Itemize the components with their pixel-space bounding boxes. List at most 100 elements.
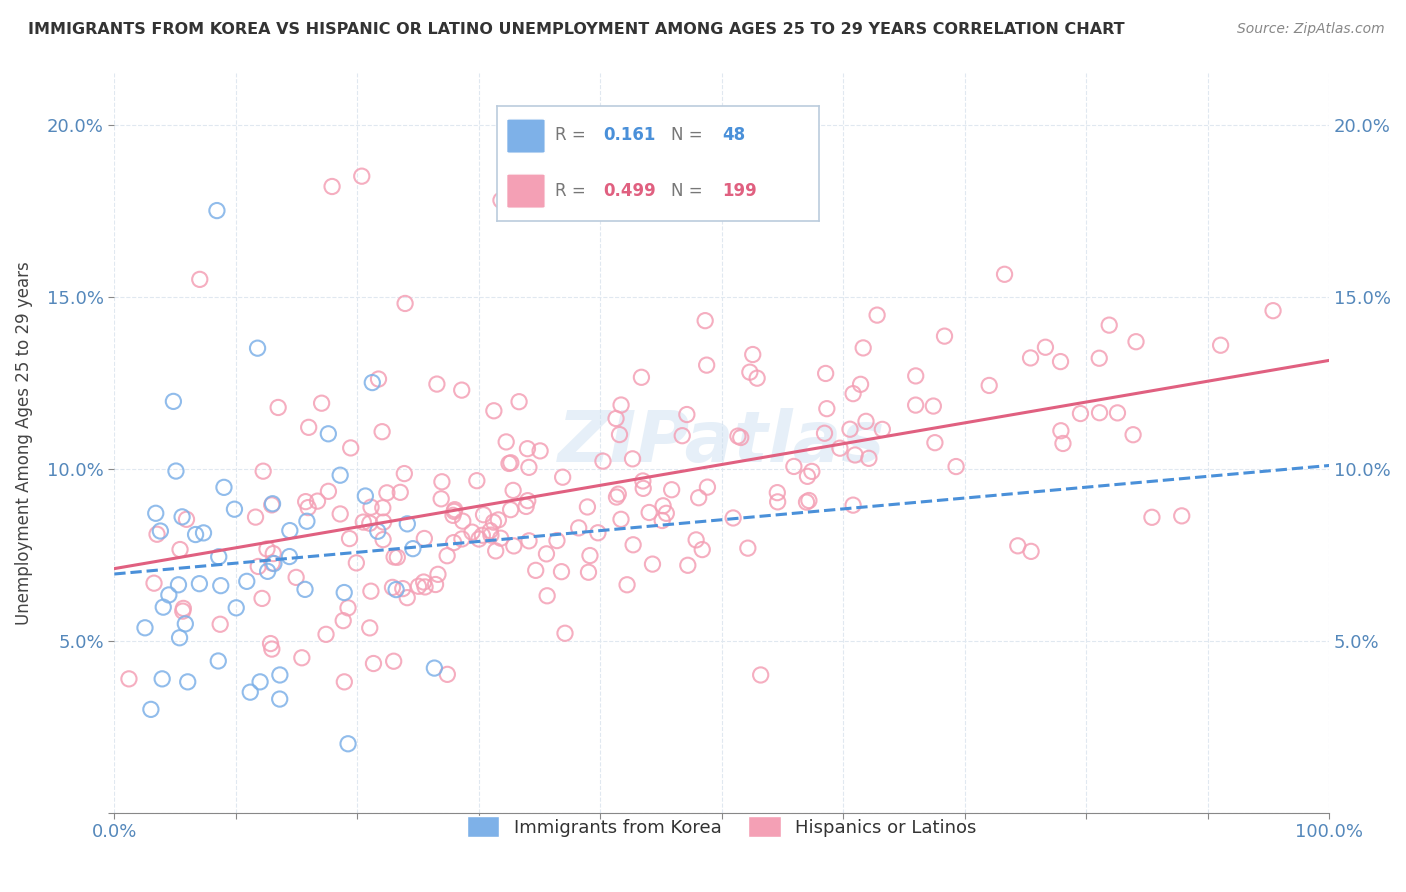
Point <box>1140 510 1163 524</box>
Point <box>796 495 818 509</box>
Point <box>551 470 574 484</box>
Point <box>385 582 408 597</box>
Point <box>184 527 207 541</box>
Point <box>502 539 524 553</box>
Point <box>842 498 865 512</box>
Point <box>260 642 283 657</box>
Point <box>143 576 166 591</box>
Point <box>149 524 172 538</box>
Point <box>655 506 678 520</box>
Point <box>337 737 360 751</box>
Point <box>360 500 382 515</box>
Point <box>262 497 284 511</box>
Point <box>145 506 167 520</box>
Point <box>371 500 394 515</box>
Point <box>993 268 1015 282</box>
Point <box>359 516 381 531</box>
Point <box>339 532 361 546</box>
Point <box>690 542 713 557</box>
Point <box>630 370 652 384</box>
Point <box>333 585 356 599</box>
Point <box>676 558 699 573</box>
Point <box>224 502 246 516</box>
Point <box>858 451 880 466</box>
Point <box>332 614 354 628</box>
Point <box>174 616 197 631</box>
Point <box>813 426 835 441</box>
Point <box>146 527 169 541</box>
Point <box>387 550 409 565</box>
Point <box>381 581 404 595</box>
Point <box>1209 338 1232 352</box>
Point <box>796 469 818 483</box>
Point <box>631 474 654 488</box>
Point <box>443 535 465 549</box>
Point <box>1088 351 1111 366</box>
Point <box>508 394 530 409</box>
Text: Source: ZipAtlas.com: Source: ZipAtlas.com <box>1237 22 1385 37</box>
Point <box>578 566 600 580</box>
Point <box>172 601 194 615</box>
Point <box>517 533 540 548</box>
Point <box>269 668 291 682</box>
Point <box>152 600 174 615</box>
Point <box>465 474 488 488</box>
Point <box>294 582 316 597</box>
Point <box>554 626 576 640</box>
Point <box>298 420 321 434</box>
Point <box>610 512 633 526</box>
Point <box>363 657 385 671</box>
Point <box>924 435 946 450</box>
Point <box>247 559 270 574</box>
Point <box>516 442 538 456</box>
Point <box>1035 340 1057 354</box>
Point <box>1050 424 1073 438</box>
Point <box>169 542 191 557</box>
Legend: Immigrants from Korea, Hispanics or Latinos: Immigrants from Korea, Hispanics or Lati… <box>460 809 984 844</box>
Point <box>337 600 360 615</box>
Point <box>904 368 927 383</box>
Point <box>360 584 382 599</box>
Point <box>294 494 316 508</box>
Point <box>278 524 301 538</box>
Point <box>576 500 599 514</box>
Point <box>188 576 211 591</box>
Point <box>529 443 551 458</box>
Point <box>382 549 405 564</box>
Point <box>621 538 644 552</box>
Point <box>730 430 752 444</box>
Point <box>451 514 474 528</box>
Point <box>783 459 806 474</box>
Point <box>436 549 458 563</box>
Point <box>375 486 398 500</box>
Point <box>177 674 200 689</box>
Point <box>207 654 229 668</box>
Point <box>339 441 361 455</box>
Point <box>852 341 875 355</box>
Point <box>396 591 419 605</box>
Point <box>425 577 447 591</box>
Point <box>361 376 384 390</box>
Point <box>745 371 768 385</box>
Point <box>359 621 381 635</box>
Point <box>605 490 627 504</box>
Point <box>842 386 865 401</box>
Point <box>259 636 281 650</box>
Point <box>249 674 271 689</box>
Point <box>1107 406 1129 420</box>
Point <box>430 475 453 489</box>
Point <box>209 617 232 632</box>
Point <box>495 434 517 449</box>
Point <box>499 456 522 470</box>
Point <box>766 485 789 500</box>
Point <box>641 557 664 571</box>
Point <box>737 541 759 556</box>
Point <box>329 507 352 521</box>
Point <box>482 404 505 418</box>
Point <box>225 600 247 615</box>
Point <box>616 578 638 592</box>
Point <box>352 515 374 529</box>
Point <box>188 272 211 286</box>
Point <box>468 532 491 546</box>
Point <box>371 425 394 439</box>
